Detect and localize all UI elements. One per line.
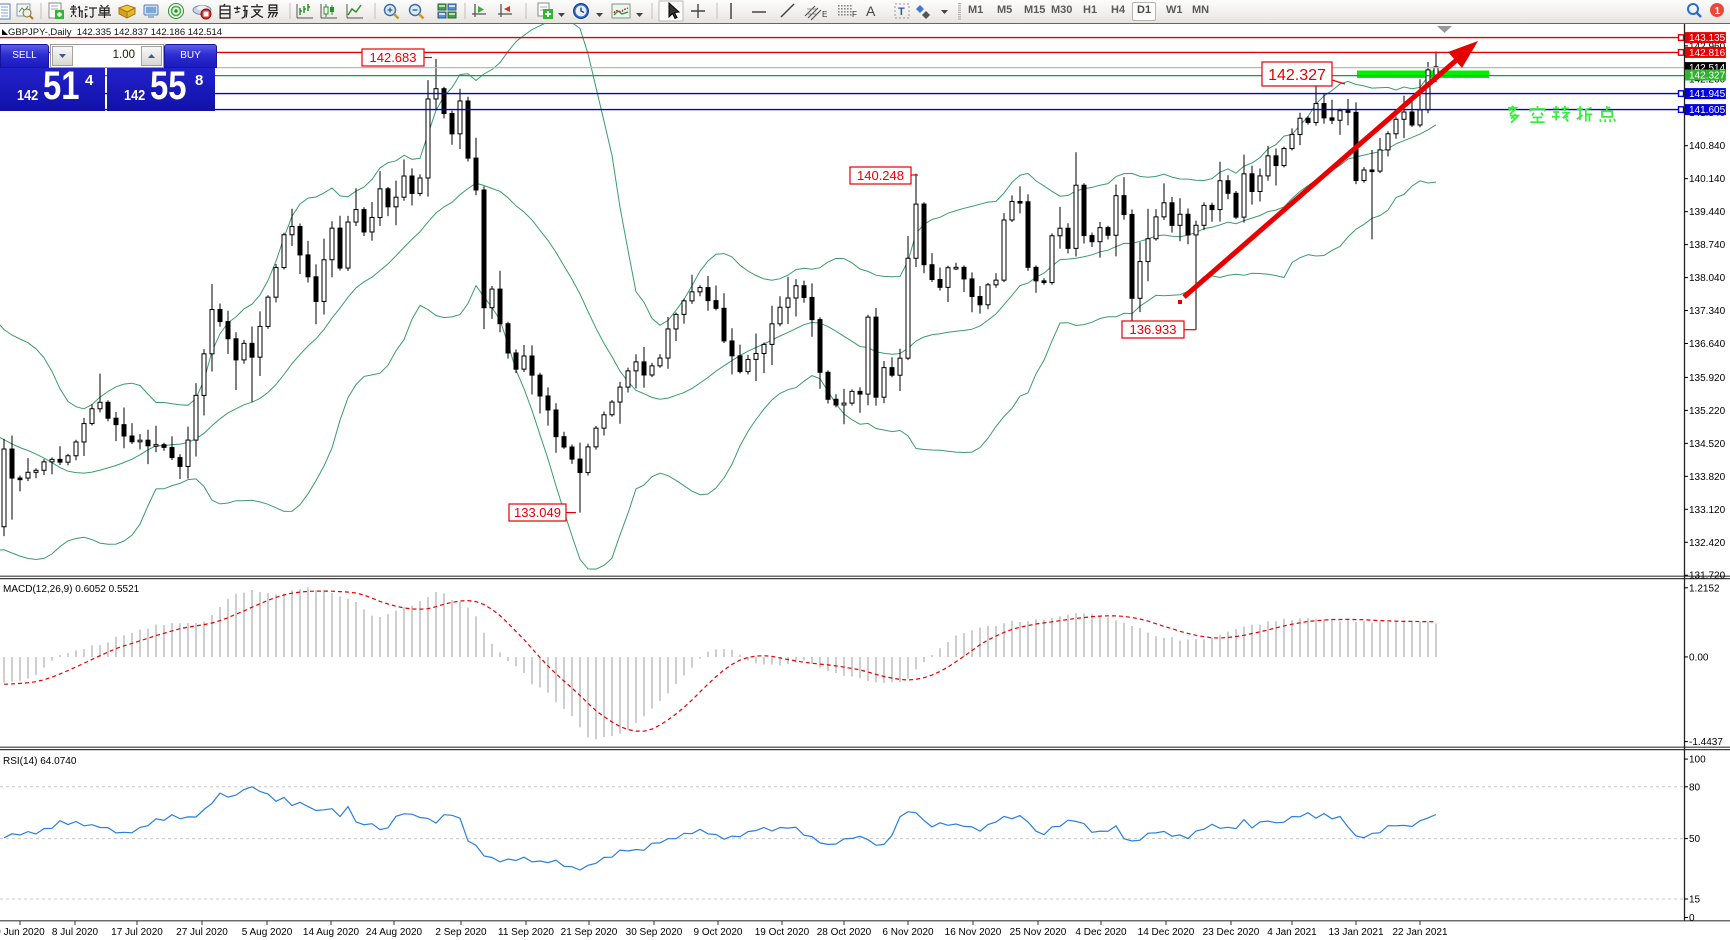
svg-text:E: E [822, 10, 827, 19]
svg-text:30 Sep 2020: 30 Sep 2020 [626, 927, 683, 938]
svg-text:138.740: 138.740 [1689, 240, 1726, 251]
svg-text:22 Jan 2021: 22 Jan 2021 [1392, 927, 1447, 938]
svg-text:133.049: 133.049 [514, 505, 561, 520]
svg-text:80: 80 [1689, 782, 1701, 793]
svg-text:1: 1 [1715, 6, 1721, 17]
svg-text:6 Nov 2020: 6 Nov 2020 [882, 927, 934, 938]
svg-text:27 Jul 2020: 27 Jul 2020 [176, 927, 228, 938]
svg-text:0: 0 [1689, 913, 1695, 924]
svg-text:143.135: 143.135 [1689, 33, 1726, 44]
svg-text:13 Jan 2021: 13 Jan 2021 [1328, 927, 1383, 938]
svg-text:4 Jan 2021: 4 Jan 2021 [1267, 927, 1317, 938]
svg-text:137.340: 137.340 [1689, 306, 1726, 317]
svg-text:11 Sep 2020: 11 Sep 2020 [498, 927, 554, 938]
svg-text:140.840: 140.840 [1689, 141, 1726, 152]
svg-text:15: 15 [1689, 895, 1701, 906]
svg-text:21 Sep 2020: 21 Sep 2020 [561, 927, 618, 938]
svg-text:141.605: 141.605 [1689, 105, 1726, 116]
svg-text:9 Oct 2020: 9 Oct 2020 [694, 927, 743, 938]
svg-text:131.720: 131.720 [1689, 571, 1726, 582]
svg-text:141.945: 141.945 [1689, 89, 1726, 100]
svg-text:134.520: 134.520 [1689, 439, 1726, 450]
svg-text:2 Sep 2020: 2 Sep 2020 [435, 927, 487, 938]
svg-text:A: A [866, 3, 876, 19]
svg-text:142.514: 142.514 [1689, 63, 1726, 74]
svg-text:142.816: 142.816 [1689, 48, 1726, 59]
svg-text:-1.4437: -1.4437 [1689, 737, 1723, 748]
svg-text:9 Jun 2020: 9 Jun 2020 [0, 927, 45, 938]
svg-text:28 Oct 2020: 28 Oct 2020 [817, 927, 872, 938]
svg-text:140.140: 140.140 [1689, 174, 1726, 185]
svg-text:8 Jul 2020: 8 Jul 2020 [52, 927, 99, 938]
svg-text:133.820: 133.820 [1689, 472, 1726, 483]
svg-text:139.440: 139.440 [1689, 207, 1726, 218]
svg-text:142.683: 142.683 [370, 50, 417, 65]
svg-text:24 Aug 2020: 24 Aug 2020 [366, 927, 423, 938]
svg-text:142.327: 142.327 [1268, 67, 1326, 84]
svg-text:19 Oct 2020: 19 Oct 2020 [755, 927, 810, 938]
svg-text:50: 50 [1689, 834, 1701, 845]
svg-text:140.248: 140.248 [857, 168, 904, 183]
svg-text:138.040: 138.040 [1689, 273, 1726, 284]
svg-text:5 Aug 2020: 5 Aug 2020 [242, 927, 293, 938]
svg-text:136.933: 136.933 [1130, 322, 1177, 337]
svg-text:14 Aug 2020: 14 Aug 2020 [303, 927, 360, 938]
svg-text:142.327: 142.327 [1689, 71, 1726, 82]
svg-text:4 Dec 2020: 4 Dec 2020 [1075, 927, 1127, 938]
svg-text:133.120: 133.120 [1689, 505, 1726, 516]
svg-text:RSI(14) 64.0740: RSI(14) 64.0740 [3, 756, 77, 767]
svg-text:14 Dec 2020: 14 Dec 2020 [1138, 927, 1195, 938]
svg-text:1.2152: 1.2152 [1689, 583, 1720, 594]
svg-text:F: F [852, 10, 857, 19]
svg-text:23 Dec 2020: 23 Dec 2020 [1203, 927, 1260, 938]
svg-text:T: T [898, 6, 905, 18]
svg-text:142.960: 142.960 [1689, 41, 1726, 52]
svg-text:135.220: 135.220 [1689, 406, 1726, 417]
svg-text:17 Jul 2020: 17 Jul 2020 [111, 927, 163, 938]
svg-text:0.00: 0.00 [1689, 652, 1709, 663]
svg-text:136.640: 136.640 [1689, 339, 1726, 350]
svg-text:MACD(12,26,9) 0.6052 0.5521: MACD(12,26,9) 0.6052 0.5521 [3, 584, 140, 595]
svg-text:25 Nov 2020: 25 Nov 2020 [1010, 927, 1067, 938]
svg-text:16 Nov 2020: 16 Nov 2020 [945, 927, 1002, 938]
svg-text:100: 100 [1689, 755, 1706, 766]
svg-text:135.920: 135.920 [1689, 373, 1726, 384]
svg-text:132.420: 132.420 [1689, 538, 1726, 549]
